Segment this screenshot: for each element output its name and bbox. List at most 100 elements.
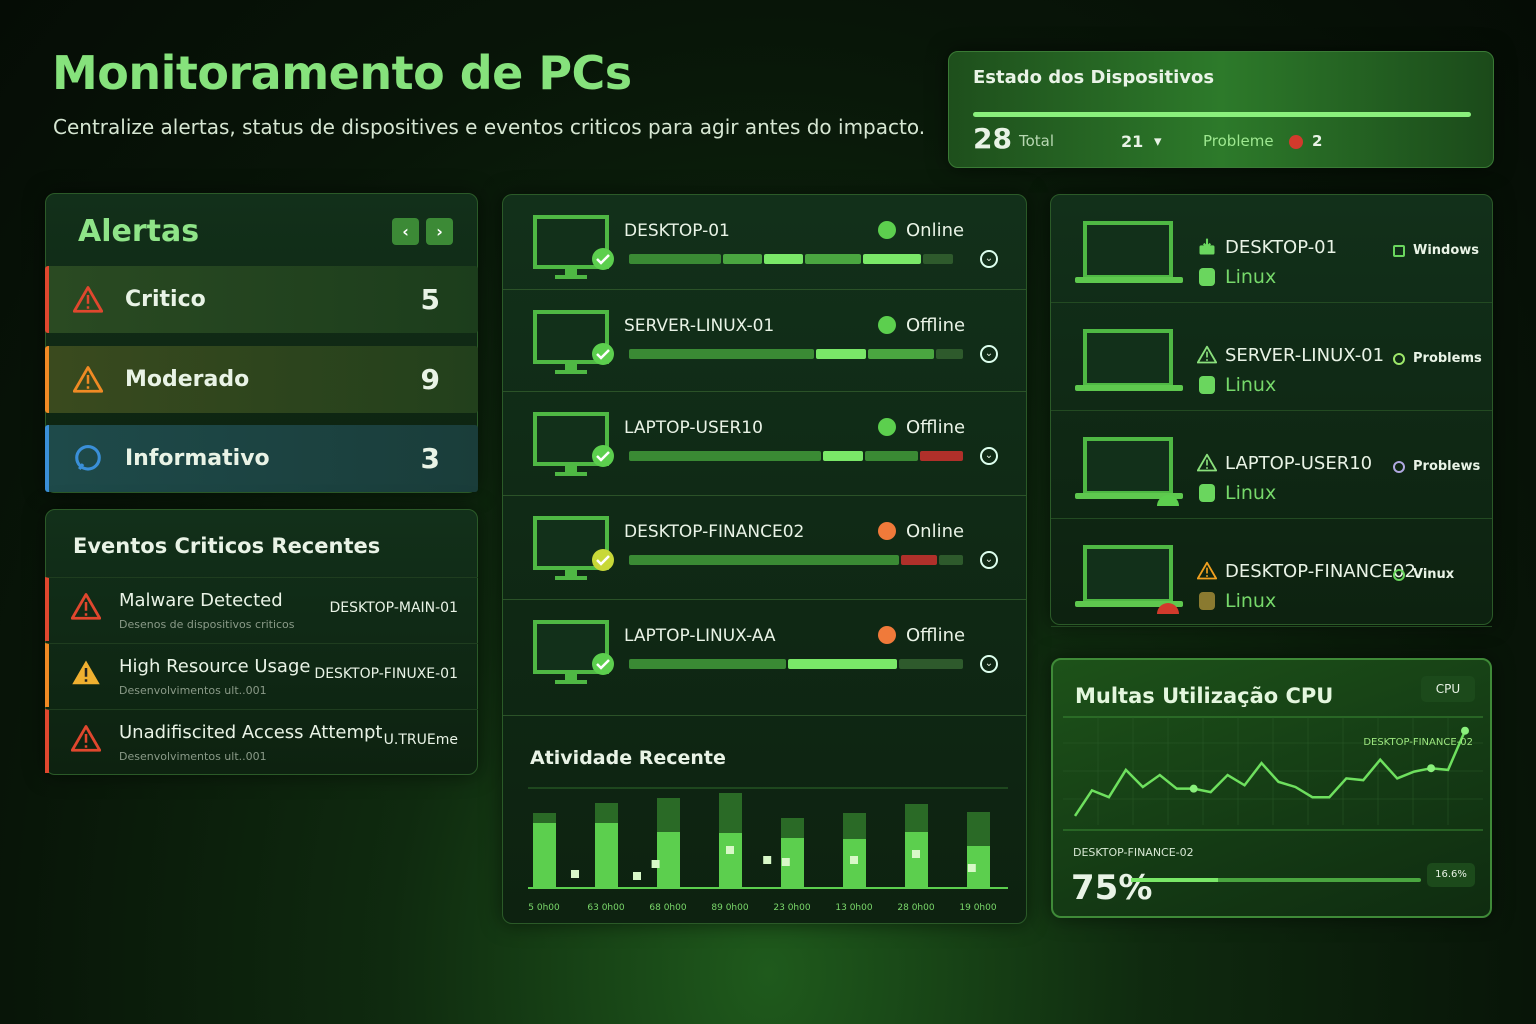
x-tick-label: 23 0h00 bbox=[773, 903, 810, 913]
usage-segment bbox=[864, 451, 918, 461]
problem-label: Probleme bbox=[1203, 132, 1274, 150]
event-desc: Desenos de dispositivos criticos bbox=[119, 618, 295, 631]
event-device: U.TRUEme bbox=[383, 732, 458, 748]
event-row[interactable]: High Resource Usage Desenvolvimentos ult.… bbox=[45, 643, 478, 707]
bar-upper bbox=[719, 793, 742, 833]
x-tick-label: 89 0h00 bbox=[711, 903, 748, 913]
os-device-row[interactable]: LAPTOP-USER10 Linux Problews bbox=[1051, 411, 1492, 519]
bar-lower bbox=[595, 823, 618, 888]
page-title: Monitoramento de PCs bbox=[52, 46, 632, 100]
device-status: Offline bbox=[906, 625, 966, 646]
device-row[interactable]: DESKTOP-01 Online ⌄ bbox=[503, 195, 1026, 290]
usage-segment bbox=[900, 555, 938, 565]
bar-upper bbox=[533, 813, 556, 823]
alerts-next-button[interactable]: › bbox=[426, 218, 453, 245]
device-status: Online bbox=[906, 220, 965, 241]
alert-row-informativo[interactable]: Informativo 3 bbox=[45, 425, 478, 492]
alert-row-moderado[interactable]: Moderado 9 bbox=[45, 346, 478, 413]
usage-segment bbox=[822, 451, 863, 461]
os-device-row[interactable]: SERVER-LINUX-01 Linux Problems bbox=[1051, 303, 1492, 411]
usage-bar bbox=[629, 254, 966, 264]
usage-segment bbox=[868, 349, 935, 359]
warning-icon bbox=[1196, 561, 1218, 585]
monitor-icon bbox=[533, 516, 614, 580]
activity-point bbox=[763, 856, 772, 864]
expand-chevron-icon[interactable]: ⌄ bbox=[980, 345, 998, 363]
device-name: LAPTOP-USER10 bbox=[1225, 453, 1373, 474]
usage-bar bbox=[629, 349, 966, 359]
expand-chevron-icon[interactable]: ⌄ bbox=[980, 655, 998, 673]
device-name: SERVER-LINUX-01 bbox=[1225, 345, 1385, 366]
alerts-prev-button[interactable]: ‹ bbox=[392, 218, 419, 245]
device-os: Linux bbox=[1225, 482, 1277, 504]
alert-count: 9 bbox=[420, 363, 440, 396]
monitor-icon bbox=[533, 310, 614, 374]
expand-chevron-icon[interactable]: ⌄ bbox=[980, 447, 998, 465]
device-name: DESKTOP-FINANCE02 bbox=[624, 522, 805, 542]
bar-upper bbox=[781, 818, 804, 838]
activity-point bbox=[912, 850, 920, 858]
device-status-card: Estado dos Dispositivos 28 Total 21 ▾ Pr… bbox=[948, 51, 1494, 168]
cpu-point bbox=[1189, 784, 1198, 793]
online-dropdown[interactable]: ▾ bbox=[1154, 132, 1162, 150]
os-icon bbox=[1199, 268, 1215, 286]
x-tick-label: 13 0h00 bbox=[835, 903, 872, 913]
cpu-usage-card: Multas Utilização CPU CPU DESKTOP-FINANC… bbox=[1051, 658, 1492, 918]
expand-chevron-icon[interactable]: ⌄ bbox=[980, 250, 998, 268]
os-device-row[interactable]: DESKTOP-FINANCE02 Linux Vinux bbox=[1051, 519, 1492, 627]
event-title: High Resource Usage bbox=[119, 656, 311, 677]
event-row[interactable]: Malware Detected Desenos de dispositivos … bbox=[45, 577, 478, 641]
device-row[interactable]: SERVER-LINUX-01 Offline ⌄ bbox=[503, 290, 1026, 392]
monitor-icon bbox=[533, 620, 614, 684]
bar-lower bbox=[657, 832, 680, 888]
event-row[interactable]: Unadifiscited Access Attempt Desenvolvime… bbox=[45, 709, 478, 773]
os-icon bbox=[1199, 376, 1215, 394]
usage-bar bbox=[629, 451, 966, 461]
os-device-row[interactable]: DESKTOP-01 Linux Windows bbox=[1051, 195, 1492, 303]
usage-segment bbox=[936, 349, 963, 359]
status-check-icon bbox=[878, 221, 896, 239]
device-row[interactable]: DESKTOP-FINANCE02 Online ⌄ bbox=[503, 496, 1026, 600]
activity-point bbox=[781, 858, 790, 866]
warning-icon bbox=[73, 285, 103, 315]
device-os-panel: DESKTOP-01 Linux Windows SERVER-LINUX-01… bbox=[1050, 194, 1493, 627]
device-row[interactable]: LAPTOP-USER10 Offline ⌄ bbox=[503, 392, 1026, 496]
alert-label: Moderado bbox=[125, 367, 250, 392]
os-icon bbox=[1199, 484, 1215, 502]
x-tick-label: 68 0h00 bbox=[649, 903, 686, 913]
cpu-line-chart: DESKTOP-FINANCE-02 bbox=[1063, 716, 1483, 831]
online-count: 21 bbox=[1121, 132, 1144, 151]
activity-title: Atividade Recente bbox=[530, 747, 726, 769]
expand-chevron-icon[interactable]: ⌄ bbox=[980, 551, 998, 569]
cpu-point bbox=[1461, 726, 1469, 735]
alert-row-critico[interactable]: Critico 5 bbox=[45, 266, 478, 333]
device-row[interactable]: LAPTOP-LINUX-AA Offline ⌄ bbox=[503, 600, 1026, 716]
activity-point bbox=[967, 864, 976, 872]
usage-segment bbox=[722, 254, 762, 264]
bar-lower bbox=[781, 838, 804, 888]
device-os: Linux bbox=[1225, 590, 1277, 612]
bar-lower bbox=[719, 833, 742, 888]
x-tick-label: 63 0h00 bbox=[587, 903, 624, 913]
warning-icon bbox=[1196, 453, 1218, 477]
total-count: 28 bbox=[973, 122, 1012, 155]
usage-segment bbox=[629, 254, 721, 264]
x-tick-label: 19 0h00 bbox=[959, 903, 996, 913]
page-subtitle: Centralize alertas, status de dispositiv… bbox=[53, 115, 926, 139]
alert-label: Critico bbox=[125, 287, 206, 312]
device-os: Linux bbox=[1225, 266, 1277, 288]
bar-upper bbox=[905, 804, 928, 832]
usage-segment bbox=[816, 349, 867, 359]
total-label: Total bbox=[1019, 132, 1055, 150]
cpu-title: Multas Utilização CPU bbox=[1075, 684, 1334, 708]
activity-point bbox=[633, 872, 641, 880]
event-device: DESKTOP-MAIN-01 bbox=[329, 600, 459, 616]
problem-count: 2 bbox=[1312, 132, 1323, 150]
bar-lower bbox=[905, 832, 928, 888]
usage-segment bbox=[787, 659, 898, 669]
laptop-icon bbox=[1075, 329, 1183, 391]
status-check-icon bbox=[878, 418, 896, 436]
cpu-filter-button[interactable]: CPU bbox=[1421, 676, 1475, 702]
device-name: LAPTOP-USER10 bbox=[624, 418, 763, 438]
cpu-secondary-value: 16.6% bbox=[1427, 863, 1475, 887]
